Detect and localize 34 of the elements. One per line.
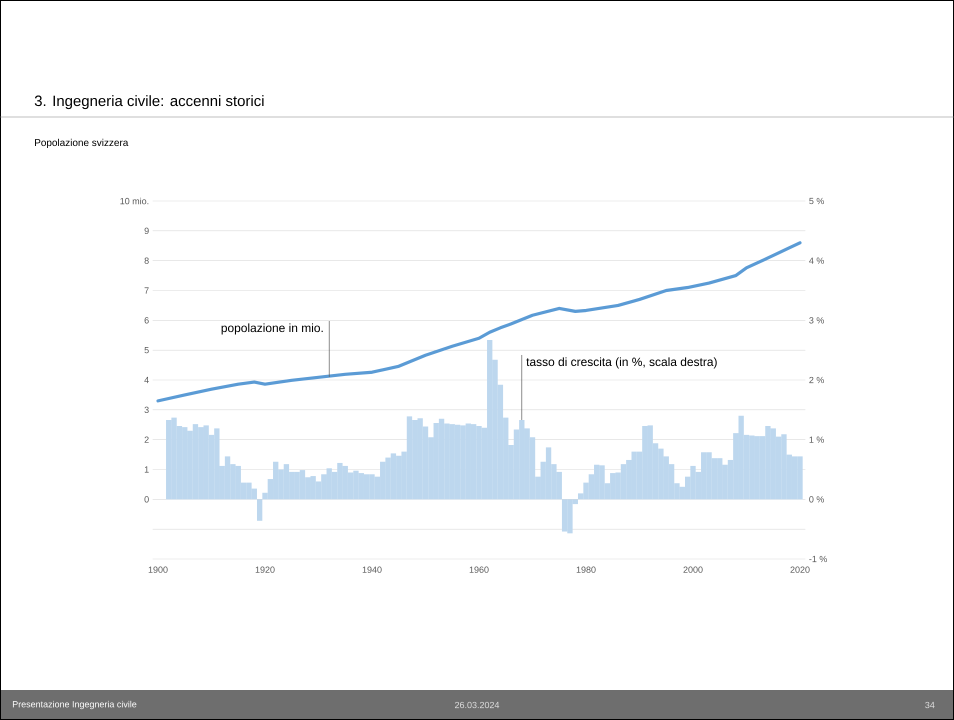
y-tick-label: 5 [144, 347, 149, 354]
x-tick-label: 1900 [148, 566, 168, 573]
x-tick-label: 1960 [470, 566, 489, 573]
x-tick-label: 1940 [362, 566, 382, 573]
y-tick-label: 7 [144, 287, 149, 294]
y-tick-label: 0 [144, 496, 149, 503]
y-tick-label: 8 [144, 257, 149, 264]
line-series [156, 241, 802, 402]
y2-tick-label: 2 % [809, 376, 824, 384]
y-tick-label: 3 [144, 406, 149, 414]
y2-tick-label: 5 % [809, 198, 824, 204]
y-tick-label: 1 [144, 466, 149, 473]
bar [256, 499, 262, 521]
chart-subtitle: Popolazione svizzera [35, 138, 128, 148]
text: Presentazione Ingegneria civile [12, 700, 136, 710]
y-tick-label: 6 [144, 317, 149, 324]
y-tick-label: 2 [144, 436, 149, 443]
x-tick-label: 1920 [256, 566, 275, 573]
y2-tick-label: 4 % [809, 258, 824, 264]
x-tick-label: 2020 [790, 566, 810, 573]
y-tick-label: 9 [144, 228, 149, 234]
y2-tick-label: 1 % [810, 436, 824, 443]
y-tick-label: 10 mio. [120, 198, 148, 204]
text: 34 [925, 702, 935, 708]
text: 26.03.2024 [455, 702, 500, 708]
chart-title: 3. Ingegneria civile: accenni storici [34, 95, 264, 110]
x-tick-label: 2000 [683, 566, 703, 573]
y2-tick-label: -1 % [809, 556, 827, 562]
y2-tick-label: 0 % [809, 496, 824, 503]
y-tick-label: 4 [144, 376, 149, 384]
x-tick-label: 1980 [576, 566, 596, 573]
annotation: tasso di crescita (in %, scala destra) [526, 357, 717, 368]
y2-tick-label: 3 % [809, 317, 824, 324]
annotation: popolazione in mio. [222, 323, 323, 335]
